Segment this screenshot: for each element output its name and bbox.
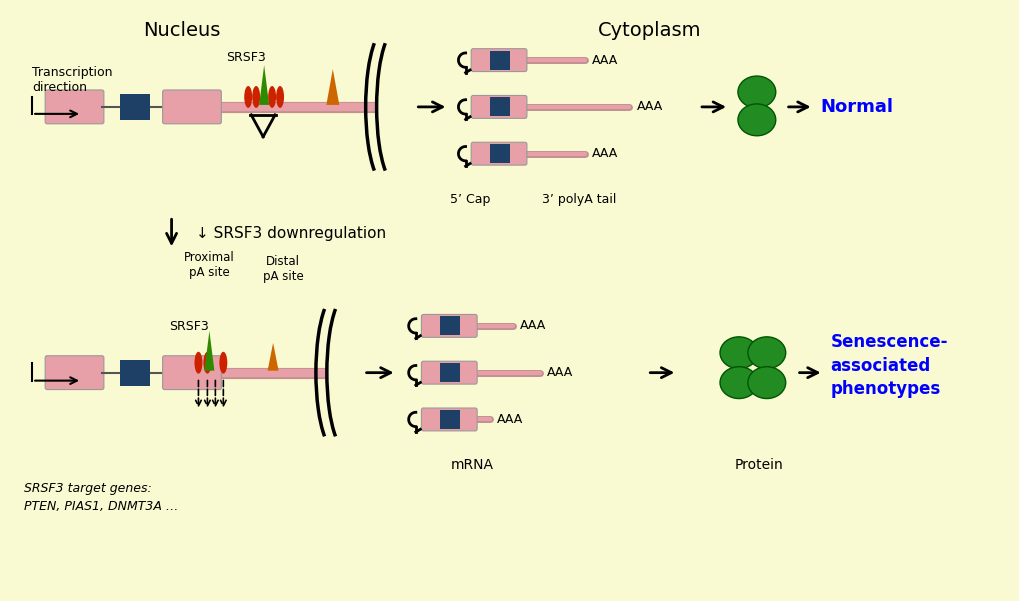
Ellipse shape [747,337,785,368]
FancyBboxPatch shape [119,94,150,120]
FancyBboxPatch shape [162,90,221,124]
Text: SRSF3: SRSF3 [226,50,266,64]
Text: AAA: AAA [546,366,573,379]
Ellipse shape [219,352,227,374]
Text: ↓ SRSF3 downregulation: ↓ SRSF3 downregulation [197,226,386,241]
Text: 3’ polyA tail: 3’ polyA tail [542,194,616,207]
Ellipse shape [719,337,757,368]
FancyBboxPatch shape [489,97,510,117]
Text: Protein: Protein [734,459,783,472]
Polygon shape [204,331,214,371]
Text: AAA: AAA [520,319,545,332]
Text: SRSF3 target genes:
PTEN, PIAS1, DNMT3A …: SRSF3 target genes: PTEN, PIAS1, DNMT3A … [24,482,178,513]
FancyBboxPatch shape [45,356,104,389]
FancyBboxPatch shape [471,96,527,118]
FancyBboxPatch shape [119,360,150,386]
Ellipse shape [195,352,202,374]
Text: 5’ Cap: 5’ Cap [449,194,490,207]
Text: AAA: AAA [496,413,523,426]
Ellipse shape [737,104,775,136]
FancyBboxPatch shape [421,408,477,431]
FancyBboxPatch shape [162,356,221,389]
Ellipse shape [203,352,211,374]
Polygon shape [267,343,278,371]
FancyBboxPatch shape [421,361,477,384]
FancyBboxPatch shape [440,410,460,429]
FancyBboxPatch shape [421,314,477,337]
Text: Cytoplasm: Cytoplasm [597,21,700,40]
Text: Nucleus: Nucleus [143,21,220,40]
FancyBboxPatch shape [489,50,510,70]
Ellipse shape [719,367,757,398]
FancyBboxPatch shape [45,90,104,124]
Ellipse shape [747,367,785,398]
Text: Transcription
direction: Transcription direction [33,66,113,94]
FancyBboxPatch shape [489,144,510,163]
Ellipse shape [252,86,260,108]
Text: mRNA: mRNA [450,459,493,472]
Text: AAA: AAA [591,147,618,160]
Ellipse shape [268,86,276,108]
Text: Distal
pA site: Distal pA site [263,255,303,283]
Ellipse shape [244,86,252,108]
Polygon shape [326,69,339,105]
Text: Normal: Normal [819,98,893,116]
FancyBboxPatch shape [471,49,527,72]
Text: SRSF3: SRSF3 [169,320,209,334]
Text: AAA: AAA [636,100,662,114]
Ellipse shape [276,86,283,108]
Text: Senescence-
associated
phenotypes: Senescence- associated phenotypes [829,333,947,398]
Ellipse shape [737,76,775,108]
Polygon shape [259,65,269,105]
FancyBboxPatch shape [440,316,460,335]
FancyBboxPatch shape [440,363,460,382]
Text: AAA: AAA [591,53,618,67]
FancyBboxPatch shape [471,142,527,165]
Text: Proximal
pA site: Proximal pA site [183,251,234,279]
